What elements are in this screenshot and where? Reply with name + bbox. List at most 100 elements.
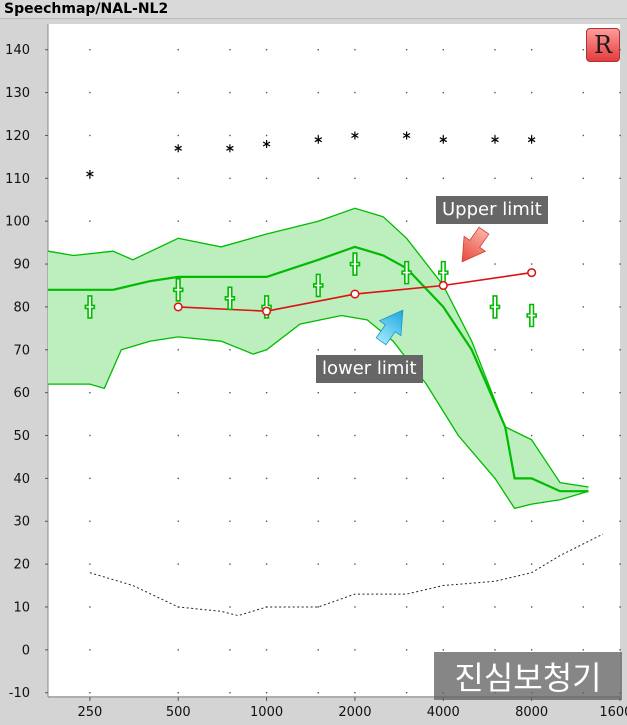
lower-limit-label: lower limit [316, 355, 423, 383]
grid-dot [442, 520, 444, 522]
grid-dot [89, 391, 91, 394]
grid-dot [494, 134, 496, 137]
grid-dot [619, 477, 621, 480]
grid-dot [405, 177, 408, 180]
grid-dot [530, 520, 533, 522]
grid-dot [619, 134, 621, 137]
grid-dot [177, 220, 179, 222]
grid-dot [494, 49, 496, 51]
grid-dot [530, 434, 533, 437]
grid-dot [265, 692, 268, 694]
limit-point-marker [262, 306, 272, 316]
grid-dot [177, 134, 179, 137]
grid-dot [619, 306, 621, 308]
grid-dot [582, 434, 585, 437]
grid-dot [405, 391, 408, 394]
grid-dot [582, 477, 585, 480]
ucl-marker-stroke [174, 145, 182, 151]
grid-dot [89, 91, 91, 94]
grid-dot [354, 177, 356, 180]
ucl-marker-stroke [226, 145, 234, 151]
grid-dot [89, 220, 91, 222]
grid-dot [405, 563, 408, 565]
limit-point-marker [527, 268, 537, 278]
grid-dot [354, 391, 356, 394]
grid-dot [530, 49, 533, 51]
grid-dot [354, 692, 356, 694]
threshold-line [89, 533, 604, 617]
y-tick-label: 120 [5, 129, 30, 144]
grid-dot [442, 49, 444, 51]
y-tick-label: 50 [13, 429, 30, 444]
grid-dot [619, 177, 621, 180]
grid-dot [582, 520, 585, 522]
ucl-marker [174, 144, 182, 153]
target-marker [526, 303, 537, 328]
grid-dot [494, 349, 496, 351]
grid-dot [317, 91, 319, 94]
grid-dot [265, 177, 268, 180]
grid-dot [582, 263, 585, 265]
grid-dot [177, 563, 179, 565]
target-marker [172, 277, 184, 302]
grid-dot [229, 349, 231, 351]
grid-dot [442, 606, 444, 608]
grid-dot [354, 520, 356, 522]
target-marker [84, 295, 96, 319]
grid-dot [619, 563, 621, 565]
y-tick-label: 70 [13, 343, 30, 358]
grid-dot [619, 649, 621, 651]
ucl-marker-stroke [439, 137, 448, 143]
y-tick-label: 10 [13, 600, 30, 615]
y-tick-label: 90 [13, 258, 30, 273]
title-bar: Speechmap/NAL-NL2 [0, 0, 627, 19]
grid-dot [317, 349, 319, 351]
grid-dot [229, 49, 231, 51]
grid-dot [177, 177, 179, 180]
grid-dot [229, 477, 231, 480]
target-marker [489, 295, 501, 319]
grid-dot [265, 134, 268, 137]
target-marker [401, 260, 412, 285]
grid-dot [89, 477, 91, 480]
grid-dot [229, 520, 231, 522]
upper-limit-label: Upper limit [436, 196, 548, 224]
right-ear-button[interactable]: R [586, 28, 620, 62]
grid-dot [442, 434, 444, 437]
limit-point-marker [173, 302, 183, 312]
grid-dot [229, 692, 231, 694]
y-tick-label: 110 [5, 172, 30, 187]
grid-dot [530, 134, 533, 137]
grid-dot [89, 134, 91, 137]
grid-dot [494, 263, 496, 265]
grid-dot [229, 220, 231, 222]
y-tick-label: 20 [13, 558, 30, 573]
speech-ltass-line [48, 245, 589, 493]
grid-dot [354, 91, 356, 94]
ucl-marker-stroke [351, 132, 359, 139]
x-tick-label: 250 [77, 705, 102, 720]
limit-point-marker [438, 280, 448, 291]
grid-dot [177, 391, 179, 394]
x-tick-label: 16000 [599, 705, 627, 720]
grid-dot [89, 177, 91, 180]
grid-dot [405, 477, 408, 480]
y-tick-label: 140 [5, 43, 30, 58]
grid-dot [177, 477, 179, 480]
grid-dot [530, 91, 533, 94]
grid-dot [177, 91, 179, 94]
grid-dot [317, 520, 319, 522]
grid-dot [89, 692, 91, 694]
grid-dot [582, 349, 585, 351]
grid-dot [89, 649, 91, 651]
x-tick-label: 500 [166, 705, 191, 720]
grid-dot [89, 520, 91, 522]
grid-dot [619, 49, 621, 51]
y-tick-label: 100 [5, 215, 30, 230]
ucl-marker [402, 131, 411, 140]
grid-dot [229, 434, 231, 437]
ucl-marker-stroke [262, 141, 271, 147]
grid-dot [354, 434, 356, 437]
grid-dot [265, 391, 268, 394]
